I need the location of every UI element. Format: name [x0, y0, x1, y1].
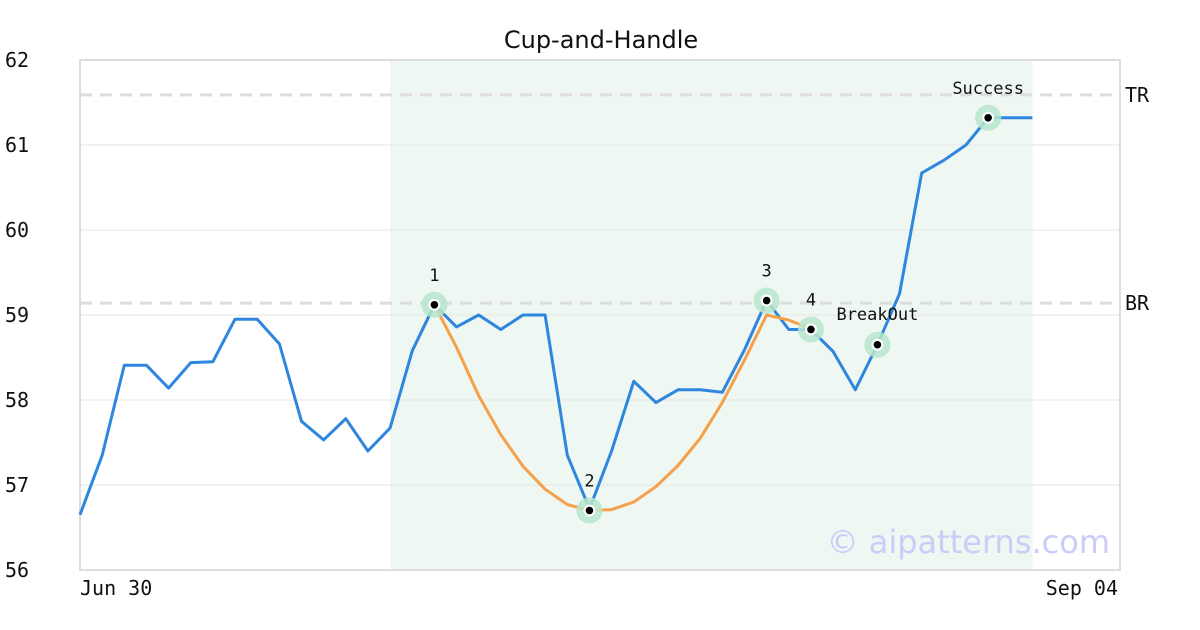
chart-title: Cup-and-Handle: [504, 26, 698, 54]
marker-label-2: 2: [584, 472, 594, 492]
cup-curve-line: [433, 304, 812, 512]
marker-dot-2: [585, 506, 594, 515]
marker-dot-breakout: [873, 340, 882, 349]
marker-dot-3: [762, 296, 771, 305]
marker-dot-4: [807, 325, 815, 334]
pattern-markers: 1 2 3 4 BreakOut Success: [421, 79, 1024, 524]
marker-label-3: 3: [762, 262, 772, 282]
plot-frame: [79, 59, 1121, 571]
marker-label-1: 1: [429, 266, 439, 286]
x-axis-ticks: Jun 30 Sep 04: [80, 576, 1118, 600]
y-tick-label: 57: [5, 473, 29, 497]
y-tick-label: 60: [5, 218, 29, 242]
grid-lines: [80, 144, 1120, 486]
marker-dot-success: [984, 114, 992, 122]
y-tick-label: 61: [5, 133, 29, 157]
level-label-br: BR: [1125, 291, 1150, 315]
y-tick-label: 59: [5, 303, 29, 327]
level-lines: TR BR: [80, 83, 1150, 315]
y-tick-label: 62: [5, 48, 29, 72]
x-tick-label: Sep 04: [1046, 576, 1118, 600]
y-tick-label: 56: [5, 558, 29, 582]
x-tick-label: Jun 30: [80, 576, 152, 600]
marker-label-4: 4: [806, 290, 816, 310]
y-axis-ticks: 56 57 58 59 60 61 62: [5, 48, 29, 582]
marker-label-success: Success: [952, 79, 1024, 99]
marker-dot-1: [430, 301, 439, 309]
y-tick-label: 58: [5, 388, 29, 412]
level-label-tr: TR: [1125, 83, 1150, 107]
watermark: © aipatterns.com: [827, 523, 1110, 561]
marker-label-breakout: BreakOut: [836, 305, 918, 325]
